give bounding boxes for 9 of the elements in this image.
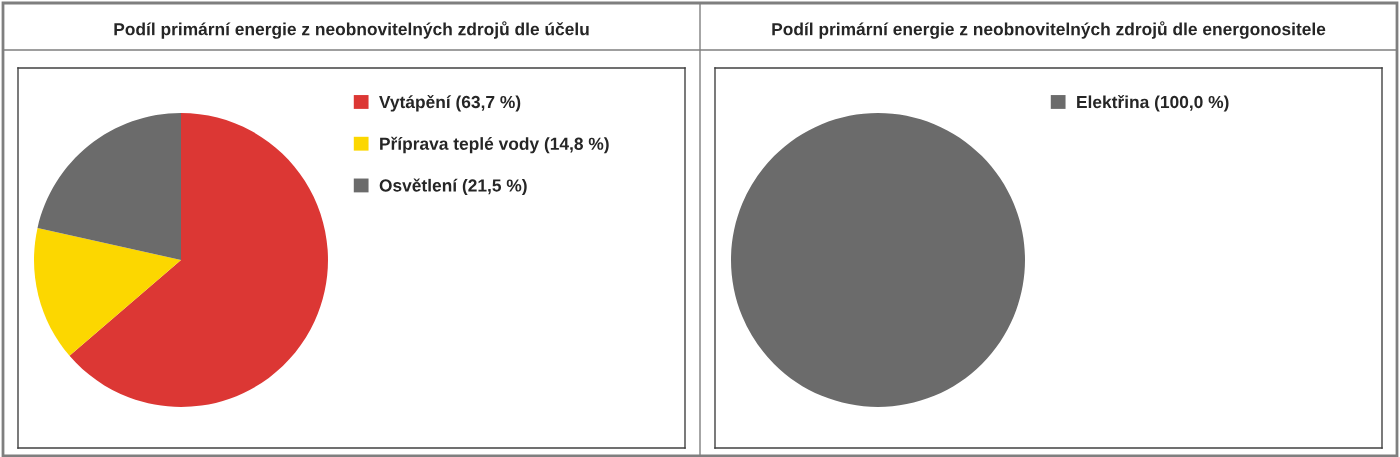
legend-label: Osvětlení (21,5 %) xyxy=(379,178,527,196)
legend-label: Příprava teplé vody (14,8 %) xyxy=(380,136,609,154)
pie-slice xyxy=(69,113,328,407)
legend-label: Vytápění (63,7 %) xyxy=(379,95,521,112)
chart-title: Podíl primární energie z neobnovitelných zdrojů dle energonositele xyxy=(772,21,1326,39)
legend-label: Elektřina (100,0 %) xyxy=(1077,95,1229,112)
chart-title: Podíl primární energie z neobnovitelných zdrojů dle účelu xyxy=(114,21,589,39)
pie-slice xyxy=(37,113,181,260)
pie-slice xyxy=(34,227,181,356)
